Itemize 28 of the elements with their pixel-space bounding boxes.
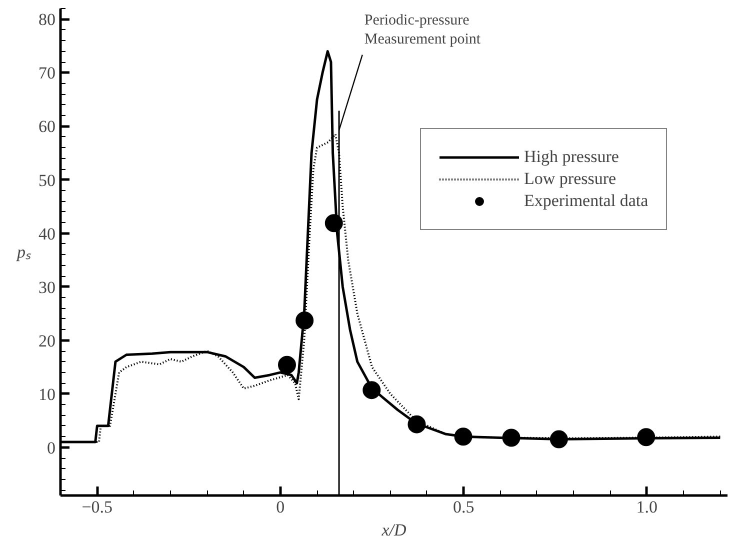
y-tick-label: 30 — [38, 278, 56, 297]
x-tick-label: 0.5 — [453, 498, 474, 516]
y-axis-title: pₛ — [16, 242, 32, 262]
point — [550, 430, 568, 448]
point — [278, 356, 296, 374]
y-tick-label: 80 — [38, 10, 56, 30]
x-tick-label: 0 — [276, 498, 285, 516]
x-axis-title: x/D — [380, 520, 407, 540]
ref-line-label: Periodic-pressure Measurement point — [364, 12, 482, 48]
point — [454, 428, 472, 446]
y-tick-label: 10 — [38, 384, 56, 404]
y-tick-label: 50 — [38, 170, 56, 190]
x-tick-label: −0.5 — [82, 498, 113, 516]
y-tick-label: 60 — [38, 117, 56, 136]
point — [362, 381, 381, 400]
legend-label: High pressure — [524, 147, 619, 167]
legend-label: Experimental data — [524, 191, 648, 211]
y-tick-label: 40 — [38, 224, 56, 244]
point — [296, 312, 314, 330]
y-tick-label: 20 — [38, 331, 56, 350]
point — [408, 415, 426, 434]
point — [637, 428, 656, 446]
y-tick-label: 0 — [47, 438, 56, 458]
y-tick-label: 70 — [38, 64, 56, 83]
point — [324, 214, 343, 232]
legend-label: Low pressure — [524, 169, 616, 189]
point — [502, 428, 520, 447]
x-tick-label: 1.0 — [636, 498, 658, 516]
